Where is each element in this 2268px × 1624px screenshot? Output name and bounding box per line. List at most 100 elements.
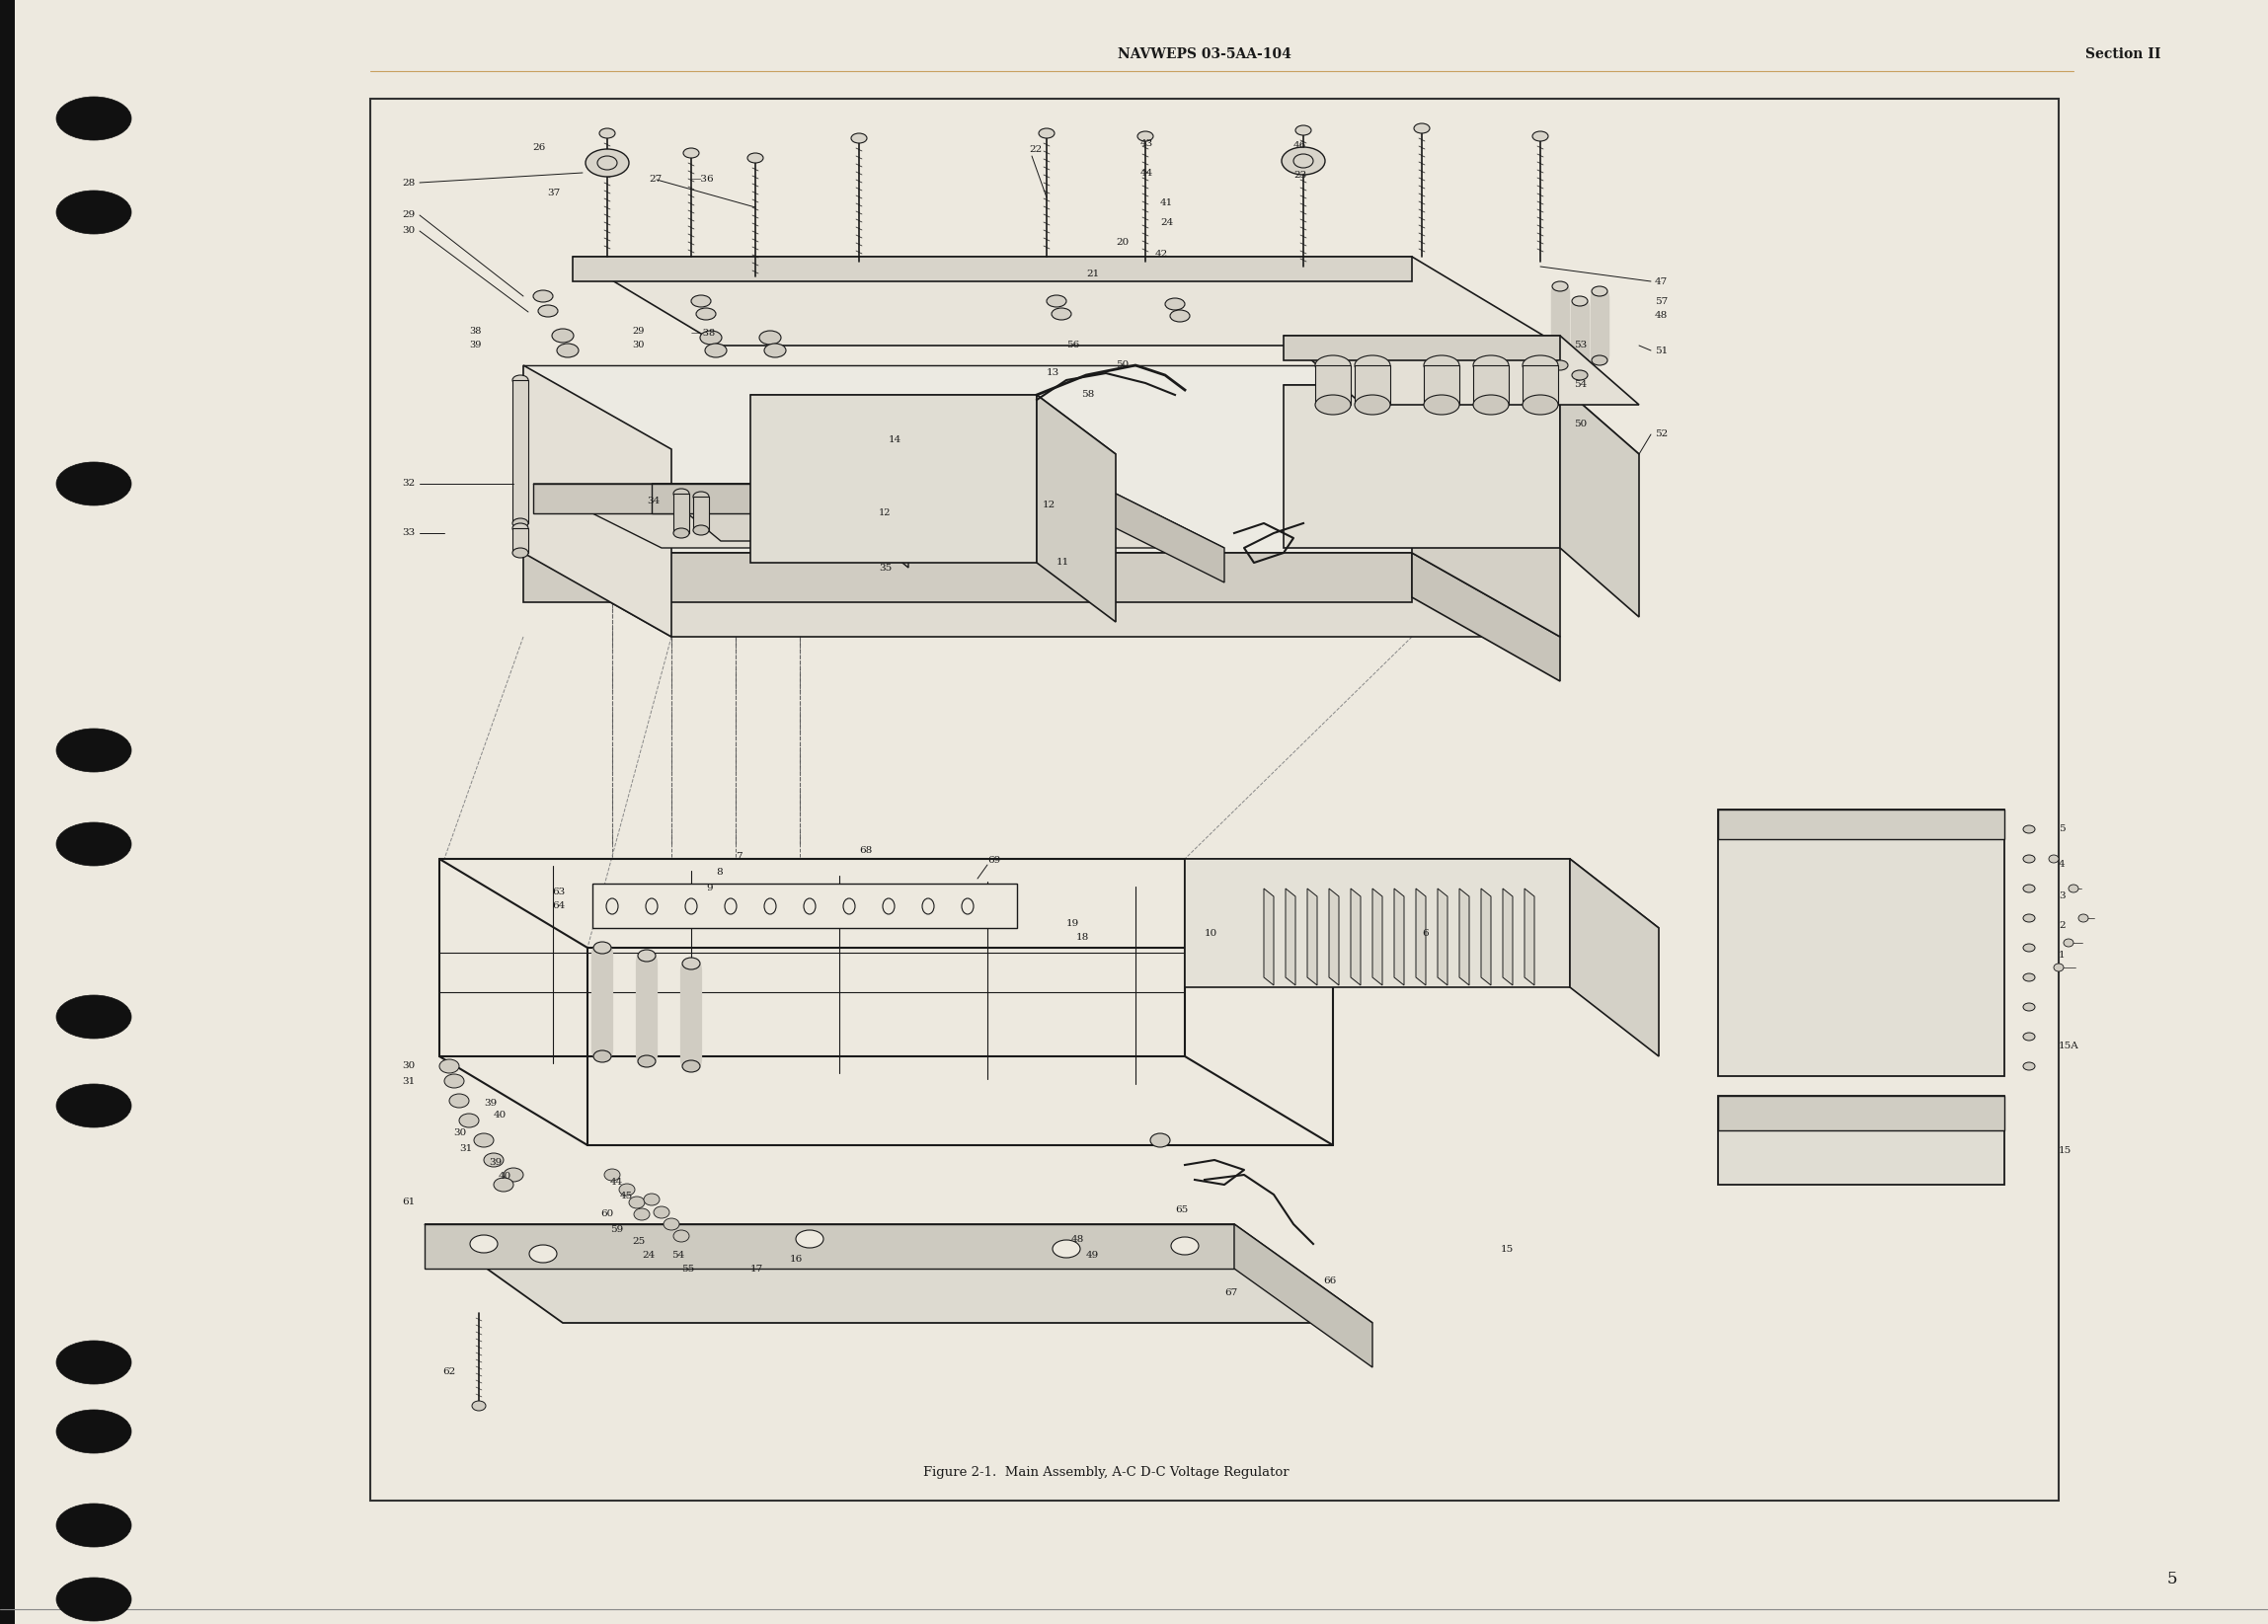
Text: 54: 54 [671, 1252, 685, 1260]
Polygon shape [524, 365, 1413, 552]
Polygon shape [524, 365, 671, 637]
Ellipse shape [1474, 395, 1508, 414]
Ellipse shape [1533, 132, 1549, 141]
Ellipse shape [694, 492, 710, 502]
Ellipse shape [764, 344, 787, 357]
Ellipse shape [674, 528, 689, 538]
Ellipse shape [1551, 281, 1567, 291]
Ellipse shape [1170, 310, 1191, 322]
Text: 5: 5 [2166, 1570, 2177, 1588]
Ellipse shape [1522, 356, 1558, 375]
Text: 7: 7 [735, 853, 742, 861]
Ellipse shape [1424, 395, 1458, 414]
Ellipse shape [2023, 1062, 2034, 1070]
Polygon shape [1504, 888, 1513, 986]
Text: 38: 38 [469, 326, 481, 335]
Ellipse shape [628, 1197, 644, 1208]
Polygon shape [1481, 888, 1490, 986]
Ellipse shape [2055, 963, 2064, 971]
Polygon shape [533, 484, 1225, 547]
Text: 59: 59 [610, 1224, 624, 1234]
Ellipse shape [513, 518, 528, 528]
Text: 17: 17 [751, 1263, 764, 1273]
Text: 21: 21 [1086, 270, 1100, 279]
Text: 44: 44 [1141, 169, 1154, 177]
Ellipse shape [803, 898, 816, 914]
Polygon shape [1036, 395, 1116, 622]
Ellipse shape [760, 331, 780, 344]
Ellipse shape [57, 729, 132, 771]
Ellipse shape [2023, 885, 2034, 893]
Text: 22: 22 [1030, 146, 1041, 154]
Text: 31: 31 [458, 1143, 472, 1153]
Ellipse shape [1052, 1241, 1080, 1257]
Text: 50: 50 [1116, 361, 1129, 370]
Ellipse shape [705, 344, 726, 357]
Text: 30: 30 [404, 227, 415, 235]
Ellipse shape [57, 1083, 132, 1127]
Ellipse shape [696, 309, 717, 320]
Polygon shape [1329, 888, 1338, 986]
Text: 40: 40 [499, 1173, 513, 1181]
Text: Section II: Section II [2084, 47, 2161, 62]
Ellipse shape [1354, 356, 1390, 375]
Polygon shape [1286, 888, 1295, 986]
Text: 18: 18 [1077, 934, 1089, 942]
Ellipse shape [748, 153, 764, 162]
Text: 47: 47 [1656, 278, 1667, 286]
Ellipse shape [57, 1577, 132, 1621]
Polygon shape [1263, 888, 1275, 986]
Polygon shape [1184, 859, 1569, 987]
Polygon shape [1560, 385, 1640, 617]
Ellipse shape [619, 1184, 635, 1195]
Bar [0, 0, 16, 1624]
Text: 45: 45 [619, 1192, 633, 1202]
Ellipse shape [2023, 1033, 2034, 1041]
Polygon shape [651, 484, 909, 541]
Text: 30: 30 [404, 1062, 415, 1070]
Text: 1: 1 [2059, 952, 2066, 960]
Polygon shape [1372, 888, 1381, 986]
Ellipse shape [1039, 128, 1055, 138]
Bar [694, 497, 710, 531]
Text: 37: 37 [547, 188, 560, 198]
Polygon shape [424, 1224, 1372, 1324]
Ellipse shape [2023, 1004, 2034, 1010]
Polygon shape [1413, 365, 1560, 637]
Text: 11: 11 [1057, 559, 1070, 567]
Ellipse shape [57, 996, 132, 1039]
Text: 14: 14 [889, 435, 903, 443]
Ellipse shape [637, 950, 655, 961]
Ellipse shape [633, 1208, 649, 1220]
Bar [1474, 365, 1508, 404]
Text: 52: 52 [1656, 430, 1667, 438]
Ellipse shape [594, 1051, 610, 1062]
Ellipse shape [1592, 286, 1608, 296]
Text: 32: 32 [404, 479, 415, 489]
Ellipse shape [57, 1410, 132, 1453]
Polygon shape [1719, 809, 2005, 840]
Ellipse shape [850, 133, 866, 143]
Polygon shape [1569, 859, 1658, 1056]
Ellipse shape [1139, 132, 1152, 141]
Ellipse shape [844, 898, 855, 914]
Ellipse shape [1052, 309, 1070, 320]
Polygon shape [839, 484, 909, 568]
Ellipse shape [1354, 395, 1390, 414]
Polygon shape [1458, 888, 1470, 986]
Ellipse shape [606, 898, 619, 914]
Bar [513, 380, 528, 523]
Polygon shape [524, 552, 1560, 637]
Ellipse shape [2023, 914, 2034, 922]
Text: 28: 28 [404, 179, 415, 187]
Ellipse shape [440, 1059, 458, 1073]
Text: 9: 9 [705, 883, 712, 893]
Ellipse shape [701, 331, 721, 344]
Text: 24: 24 [642, 1252, 655, 1260]
Text: 46: 46 [1293, 141, 1306, 151]
Bar [1424, 365, 1458, 404]
Polygon shape [1415, 888, 1427, 986]
Ellipse shape [637, 1056, 655, 1067]
Ellipse shape [503, 1168, 524, 1182]
Ellipse shape [1572, 296, 1588, 305]
